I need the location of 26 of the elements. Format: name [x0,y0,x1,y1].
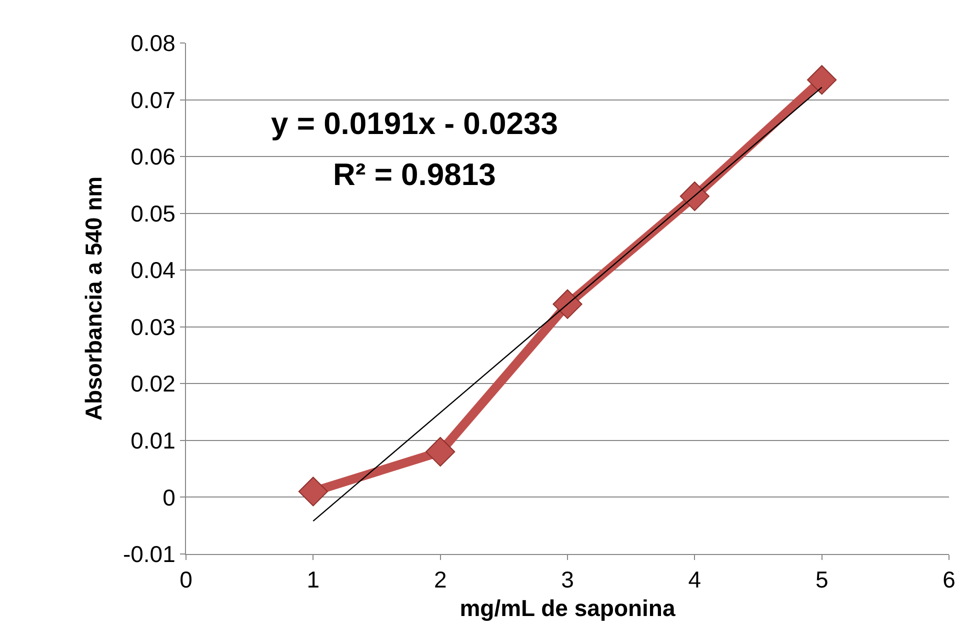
x-tick-label: 1 [306,566,320,593]
x-tick-label: 0 [180,566,192,593]
y-tick-label: 0.05 [130,200,176,226]
point [298,476,328,506]
y-tick-label: 0 [162,484,176,510]
y-axis-title: Absorbancia a 540 nm [80,176,106,421]
y-tick-label: -0.01 [122,541,176,568]
y-tick-label: 0.08 [130,30,176,56]
x-tick-label: 4 [688,566,702,593]
y-tick-label: 0.03 [130,314,176,340]
point [680,182,710,212]
x-tick-label: 2 [434,566,447,593]
y-tick-label: 0.02 [130,370,176,397]
y-tick-label: 0.07 [130,86,176,113]
x-tick-label: 5 [815,566,828,593]
annotation: R² = 0.9813 [333,157,496,192]
x-tick-label: 6 [942,566,956,593]
x-axis-title: mg/mL de saponina [460,595,676,621]
point [807,65,837,95]
point [552,289,582,319]
annotation: y = 0.0191x - 0.0233 [271,106,558,141]
y-tick-label: 0.04 [130,257,176,284]
y-tick-label: 0.01 [130,427,176,454]
x-tick-label: 3 [561,566,574,593]
y-tick-label: 0.06 [130,144,176,170]
point [426,437,456,467]
